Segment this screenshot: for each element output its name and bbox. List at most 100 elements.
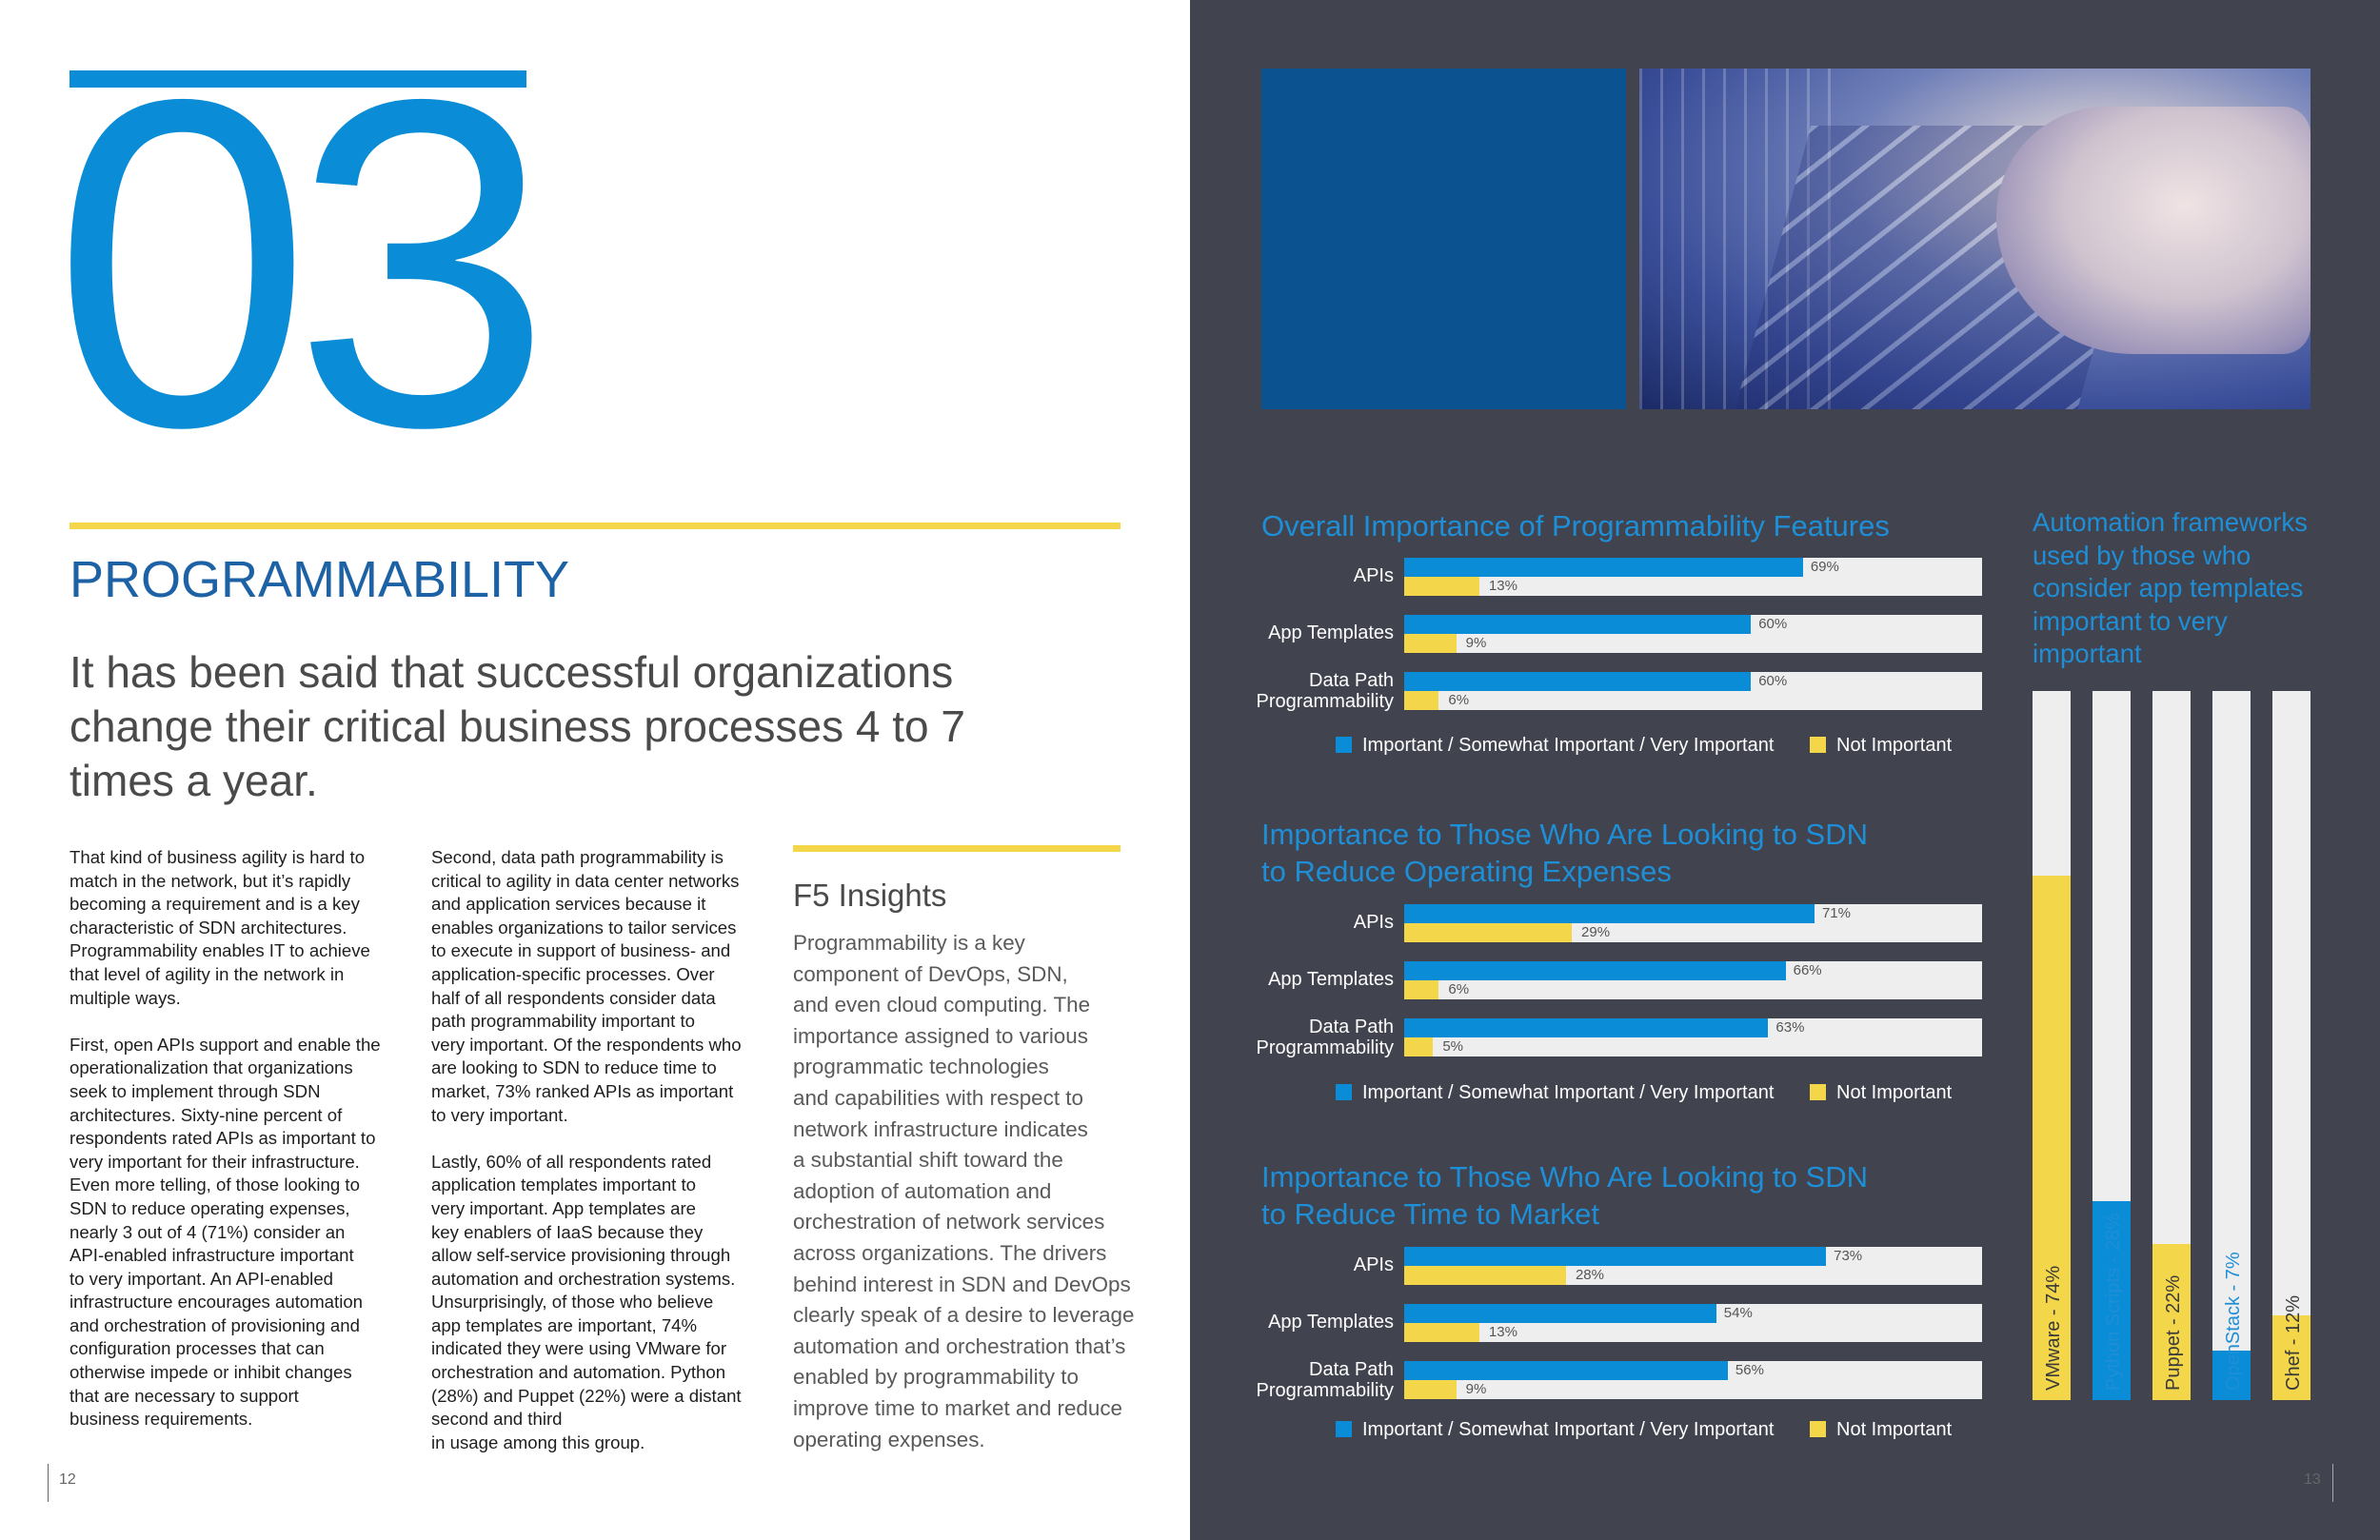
framework-bar-fill bbox=[2152, 1244, 2191, 1400]
legend-swatch-not-important bbox=[1810, 1421, 1826, 1437]
chart-2-legend: Important / Somewhat Important / Very Im… bbox=[1336, 1082, 1952, 1104]
framework-bar-fill bbox=[2212, 1350, 2251, 1400]
top-blue-rule bbox=[69, 70, 526, 88]
bar-value-label-not-important: 5% bbox=[1442, 1038, 1464, 1055]
bar-category-label: Data Path Programmability bbox=[1256, 1359, 1394, 1401]
framework-bar-fill bbox=[2092, 1201, 2131, 1400]
chart-3-title: Importance to Those Who Are Looking to S… bbox=[1261, 1160, 1868, 1231]
bar-value-label-important: 60% bbox=[1758, 673, 1788, 689]
binary-overlay bbox=[1639, 69, 1849, 409]
chart-1-title: Overall Importance of Programmability Fe… bbox=[1261, 509, 1890, 543]
framework-bar: Python Scripts - 28% bbox=[2092, 691, 2131, 1400]
chart-1-legend: Important / Somewhat Important / Very Im… bbox=[1336, 735, 1952, 757]
bar-value-label-not-important: 29% bbox=[1581, 924, 1611, 940]
bar-not-important bbox=[1404, 1380, 1457, 1399]
bar-important bbox=[1404, 1304, 1716, 1323]
framework-bar: VMware - 74% bbox=[2033, 691, 2071, 1400]
bar-track: 63% 5% bbox=[1404, 1018, 1982, 1056]
bar-not-important bbox=[1404, 1037, 1434, 1056]
bar-not-important bbox=[1404, 691, 1439, 710]
framework-bar-fill bbox=[2272, 1314, 2311, 1400]
bar-value-label-important: 56% bbox=[1735, 1362, 1764, 1378]
bar-track: 54% 13% bbox=[1404, 1304, 1982, 1342]
page-number: 12 bbox=[59, 1471, 76, 1488]
bar-track: 56% 9% bbox=[1404, 1361, 1982, 1399]
chart-3-legend: Important / Somewhat Important / Very Im… bbox=[1336, 1419, 1952, 1441]
bar-category-label: Data Path Programmability bbox=[1256, 670, 1394, 712]
page-number-tick bbox=[2332, 1464, 2333, 1502]
bar-category-label: App Templates bbox=[1268, 1312, 1394, 1333]
bar-not-important bbox=[1404, 923, 1573, 942]
bar-category-label: APIs bbox=[1353, 565, 1394, 586]
bar-important bbox=[1404, 904, 1815, 923]
bar-value-label-important: 60% bbox=[1758, 616, 1788, 632]
legend-swatch-important bbox=[1336, 737, 1352, 753]
legend-swatch-important bbox=[1336, 1421, 1352, 1437]
bar-value-label-not-important: 9% bbox=[1465, 635, 1487, 651]
bar-important bbox=[1404, 1018, 1769, 1037]
automation-chart-title: Automation frameworks used by those who … bbox=[2033, 507, 2308, 668]
bar-important bbox=[1404, 558, 1803, 577]
bar-track: 73% 28% bbox=[1404, 1247, 1982, 1285]
bar-value-label-important: 71% bbox=[1821, 905, 1851, 921]
insights-divider bbox=[793, 845, 1121, 852]
framework-bar-fill bbox=[2033, 875, 2071, 1400]
bar-value-label-important: 73% bbox=[1834, 1248, 1863, 1264]
legend-label-not-important: Not Important bbox=[1836, 1419, 1953, 1440]
bar-important bbox=[1404, 1361, 1728, 1380]
bar-value-label-important: 63% bbox=[1775, 1019, 1805, 1036]
hand-image bbox=[1996, 107, 2311, 354]
bar-not-important bbox=[1404, 1323, 1479, 1342]
legend-swatch-not-important bbox=[1810, 1084, 1826, 1100]
bar-value-label-important: 66% bbox=[1793, 962, 1822, 978]
bar-category-label: Data Path Programmability bbox=[1256, 1017, 1394, 1058]
section-divider bbox=[69, 523, 1121, 529]
bar-track: 66% 6% bbox=[1404, 961, 1982, 999]
bar-important bbox=[1404, 961, 1786, 980]
framework-bar: Puppet - 22% bbox=[2152, 691, 2191, 1400]
framework-bar-label: Puppet - 22% bbox=[2163, 1274, 2184, 1391]
page-number: 13 bbox=[2304, 1471, 2321, 1488]
insights-body: Programmability is a key component of De… bbox=[793, 931, 1135, 1451]
legend-label-important: Important / Somewhat Important / Very Im… bbox=[1362, 1419, 1775, 1440]
framework-bar-label: OpenStack - 7% bbox=[2223, 1252, 2244, 1391]
bar-category-label: App Templates bbox=[1268, 622, 1394, 643]
bar-important bbox=[1404, 672, 1752, 691]
bar-not-important bbox=[1404, 980, 1439, 999]
framework-bar-label: VMware - 74% bbox=[2043, 1265, 2064, 1391]
bar-track: 69% 13% bbox=[1404, 558, 1982, 596]
bar-not-important bbox=[1404, 577, 1479, 596]
legend-label-important: Important / Somewhat Important / Very Im… bbox=[1362, 1082, 1775, 1103]
bar-category-label: App Templates bbox=[1268, 969, 1394, 990]
bar-track: 60% 6% bbox=[1404, 672, 1982, 710]
bar-value-label-important: 54% bbox=[1723, 1305, 1753, 1321]
framework-bar: Chef - 12% bbox=[2272, 691, 2311, 1400]
body-column-2: Second, data path programmability is cri… bbox=[431, 847, 742, 1452]
legend-label-important: Important / Somewhat Important / Very Im… bbox=[1362, 735, 1775, 756]
bar-not-important bbox=[1404, 1266, 1566, 1285]
bar-value-label-not-important: 13% bbox=[1488, 1324, 1517, 1340]
bar-not-important bbox=[1404, 634, 1457, 653]
left-page: 03 PROGRAMMABILITY It has been said that… bbox=[48, 2, 1135, 1502]
chart-2-title: Importance to Those Who Are Looking to S… bbox=[1261, 818, 1868, 888]
body-column-1: That kind of business agility is hard to… bbox=[69, 847, 381, 1430]
section-title: PROGRAMMABILITY bbox=[69, 551, 570, 608]
bar-value-label-not-important: 6% bbox=[1448, 692, 1470, 708]
right-page: Overall Importance of Programmability Fe… bbox=[1190, 0, 2380, 1540]
bar-track: 71% 29% bbox=[1404, 904, 1982, 942]
chapter-number: 03 bbox=[52, 2, 552, 523]
bar-important bbox=[1404, 615, 1752, 634]
legend-swatch-important bbox=[1336, 1084, 1352, 1100]
blue-color-block bbox=[1261, 69, 1626, 409]
page-number-tick bbox=[48, 1464, 49, 1502]
bar-value-label-important: 69% bbox=[1810, 559, 1839, 575]
bar-track: 60% 9% bbox=[1404, 615, 1982, 653]
legend-label-not-important: Not Important bbox=[1836, 1082, 1953, 1103]
keyboard-hand-photo bbox=[1639, 69, 2311, 409]
framework-bar-label: Chef - 12% bbox=[2283, 1294, 2304, 1391]
insights-title: F5 Insights bbox=[793, 878, 947, 913]
bar-important bbox=[1404, 1247, 1827, 1266]
bar-value-label-not-important: 13% bbox=[1488, 578, 1517, 594]
bar-value-label-not-important: 6% bbox=[1448, 981, 1470, 997]
framework-bar-label: Python Scripts - 28% bbox=[2103, 1213, 2124, 1391]
